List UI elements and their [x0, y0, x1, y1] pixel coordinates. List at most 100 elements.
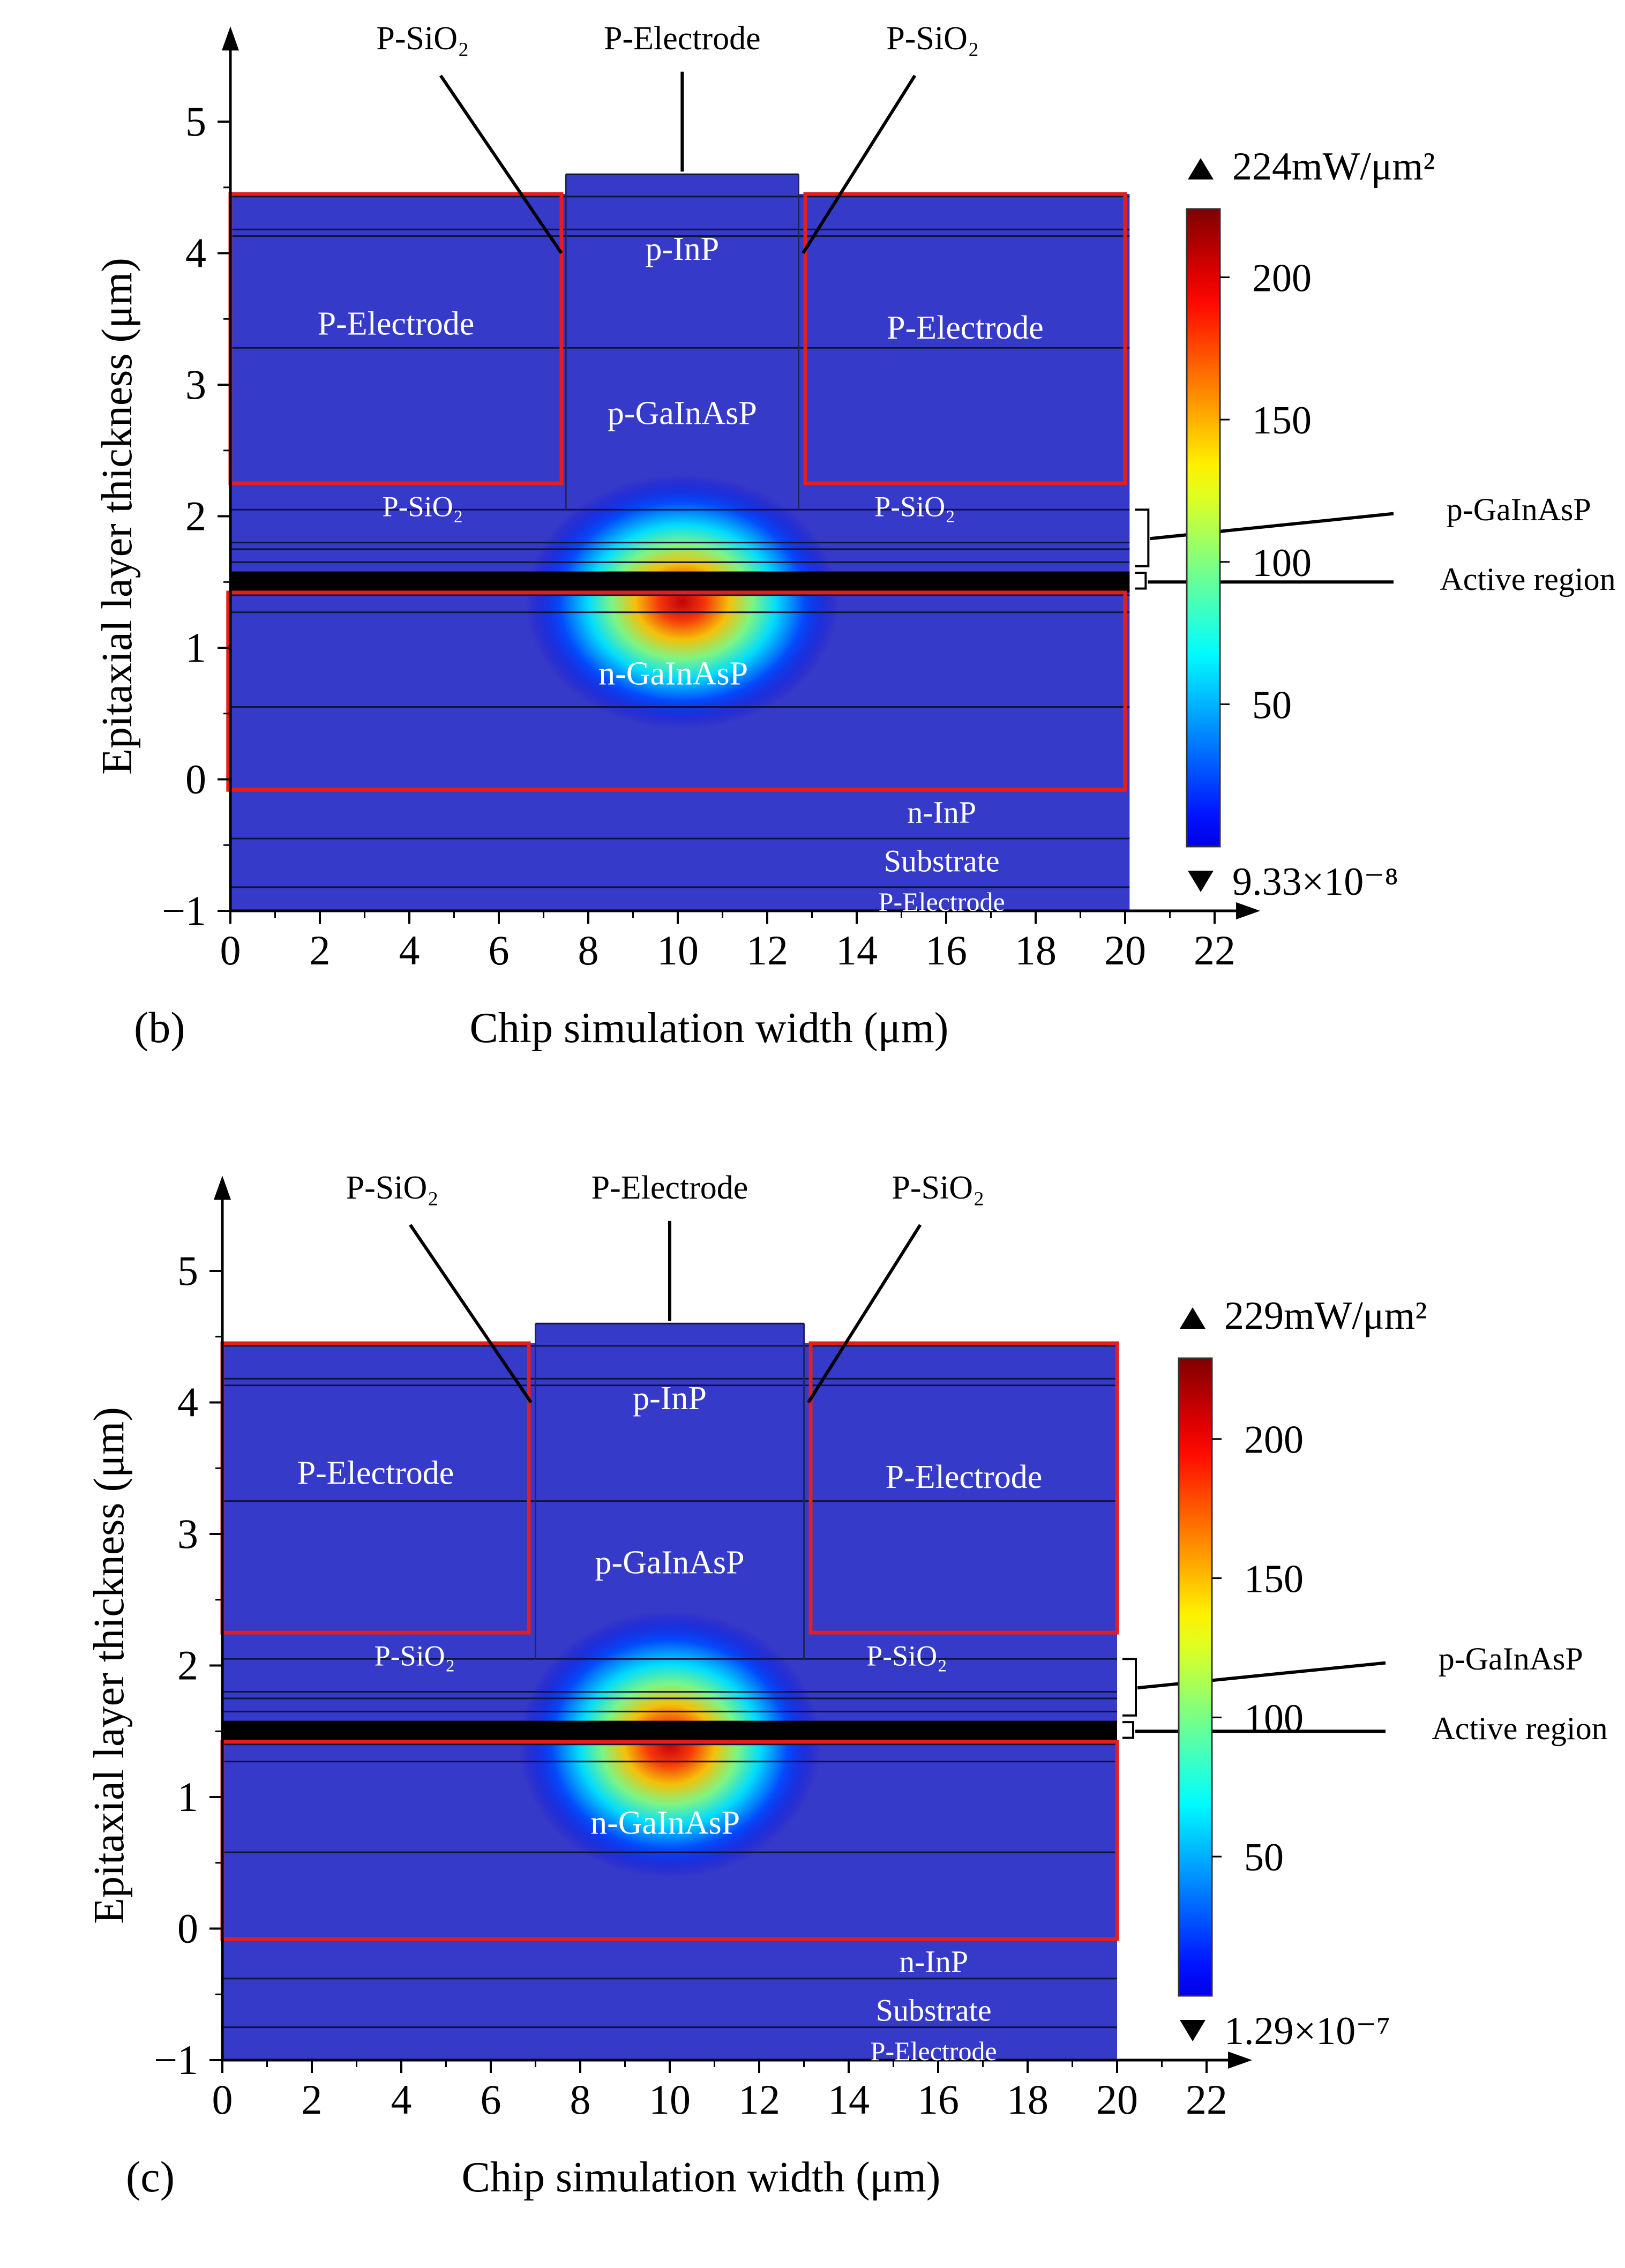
label-p-electrode-right: P-Electrode	[886, 1459, 1043, 1495]
x-axis-arrow	[1236, 902, 1261, 919]
x-tick-label: 10	[657, 927, 699, 974]
colorbar-min-label: 9.33×10⁻⁸	[1232, 860, 1398, 904]
x-tick-label: 10	[649, 2076, 691, 2123]
annotation-right-lower: Active region	[1432, 1711, 1607, 1746]
side-box-right	[803, 192, 1127, 485]
colorbar-max-label: 224mW/μm²	[1232, 145, 1435, 189]
x-tick-label: 6	[489, 927, 510, 974]
panel-label: (b)	[134, 1003, 185, 1052]
leader-line	[802, 74, 917, 255]
ridge-cap	[566, 174, 799, 194]
ridge-cap	[535, 1323, 804, 1344]
label-p-sio2-right: P-SiO₂	[866, 1640, 947, 1672]
y-axis-title: Epitaxial layer thickness (μm)	[94, 258, 141, 775]
x-tick-label: 22	[1186, 2076, 1227, 2123]
label-substrate: Substrate	[884, 843, 1000, 878]
panel-label: (c)	[126, 2152, 175, 2201]
annotation-right-upper: p-GaInAsP	[1439, 1641, 1583, 1676]
x-tick-label: 2	[302, 2076, 323, 2123]
label-n-inp: n-InP	[907, 795, 976, 830]
x-tick-label: 4	[399, 927, 420, 974]
label-p-inp: p-InP	[645, 231, 719, 267]
colorbar-tick-label: 50	[1244, 1836, 1284, 1880]
x-tick-label: 18	[1007, 2076, 1049, 2123]
x-tick-label: 0	[212, 2076, 233, 2123]
leader-line	[1137, 1661, 1386, 1690]
annotation-top-center: P-Electrode	[604, 20, 761, 57]
active-region-band	[230, 571, 1130, 593]
colorbar-tick-label: 100	[1244, 1696, 1304, 1740]
x-axis-title: Chip simulation width (μm)	[461, 2154, 940, 2201]
bracket-p-gainasp	[1122, 1658, 1137, 1717]
x-tick-label: 8	[578, 927, 599, 974]
label-p-electrode-right: P-Electrode	[887, 310, 1044, 346]
x-tick-label: 18	[1015, 927, 1057, 974]
label-p-gainasp-ridge: p-GaInAsP	[608, 395, 757, 432]
colorbar-tick-label: 200	[1244, 1418, 1304, 1462]
colorbar-tick-label: 150	[1244, 1558, 1304, 1601]
label-p-sio2-left: P-SiO₂	[383, 491, 463, 523]
y-tick-label: 1	[177, 1773, 198, 1820]
y-tick-label: 5	[185, 98, 206, 145]
x-axis-title: Chip simulation width (μm)	[469, 1005, 948, 1052]
label-p-electrode-left: P-Electrode	[318, 306, 475, 342]
colorbar-tick-label: 200	[1252, 257, 1312, 301]
annotation-right-lower: Active region	[1440, 562, 1615, 597]
x-tick-label: 16	[917, 2076, 959, 2123]
x-axis-arrow	[1228, 2052, 1253, 2069]
bracket-p-gainasp	[1135, 508, 1150, 567]
y-tick-label: 3	[177, 1510, 198, 1557]
colorbar	[1178, 1357, 1213, 1997]
y-tick-label: 1	[185, 624, 206, 671]
min-triangle-icon	[1188, 871, 1214, 892]
y-tick-label: 5	[177, 1247, 198, 1294]
label-n-gainasp: n-GaInAsP	[598, 656, 748, 692]
active-region-band	[222, 1720, 1117, 1742]
y-axis-title: Epitaxial layer thickness (μm)	[86, 1407, 133, 1924]
y-tick-label: 2	[177, 1642, 198, 1689]
annotation-top-center: P-Electrode	[591, 1170, 748, 1206]
label-substrate: Substrate	[876, 1993, 992, 2027]
leader-line	[439, 74, 563, 255]
bottom-box	[226, 590, 1127, 792]
y-tick-label: 3	[185, 361, 206, 408]
bracket-active-region	[1122, 1721, 1134, 1739]
annotation-top-left: P-SiO₂	[376, 20, 469, 57]
x-tick-label: 12	[746, 927, 788, 974]
label-p-electrode-bottom: P-Electrode	[871, 2036, 997, 2066]
min-triangle-icon	[1180, 2020, 1205, 2041]
colorbar-min-label: 1.29×10⁻⁷	[1224, 2009, 1390, 2053]
max-triangle-icon	[1188, 158, 1214, 179]
y-tick-label: 0	[185, 756, 206, 803]
y-axis-arrow	[222, 26, 239, 51]
colorbar-max-label: 229mW/μm²	[1224, 1294, 1427, 1338]
x-tick-label: 4	[391, 2076, 412, 2123]
annotation-right-upper: p-GaInAsP	[1447, 492, 1591, 527]
x-tick-label: 20	[1096, 2076, 1138, 2123]
y-tick-label: 2	[185, 493, 206, 540]
y-tick-label: 0	[177, 1905, 198, 1952]
annotation-top-right: P-SiO₂	[886, 20, 979, 57]
x-tick-label: 14	[836, 927, 878, 974]
max-triangle-icon	[1180, 1307, 1205, 1329]
label-p-electrode-bottom: P-Electrode	[879, 887, 1005, 917]
label-p-inp: p-InP	[633, 1380, 707, 1417]
colorbar	[1186, 208, 1221, 848]
colorbar-tick-label: 50	[1252, 683, 1292, 727]
colorbar-tick-label: 150	[1252, 399, 1312, 443]
colorbar-tick-label: 100	[1252, 541, 1312, 585]
x-tick-label: 14	[828, 2076, 870, 2123]
leader-line	[409, 1224, 533, 1404]
label-p-electrode-left: P-Electrode	[297, 1455, 454, 1492]
annotation-top-right: P-SiO₂	[892, 1170, 984, 1206]
y-tick-label: −1	[162, 887, 206, 934]
y-tick-label: −1	[154, 2037, 198, 2083]
optical-field	[526, 474, 839, 729]
label-p-sio2-left: P-SiO₂	[375, 1640, 455, 1672]
x-tick-label: 6	[481, 2076, 501, 2123]
x-tick-label: 8	[570, 2076, 591, 2123]
x-tick-label: 16	[925, 927, 967, 974]
